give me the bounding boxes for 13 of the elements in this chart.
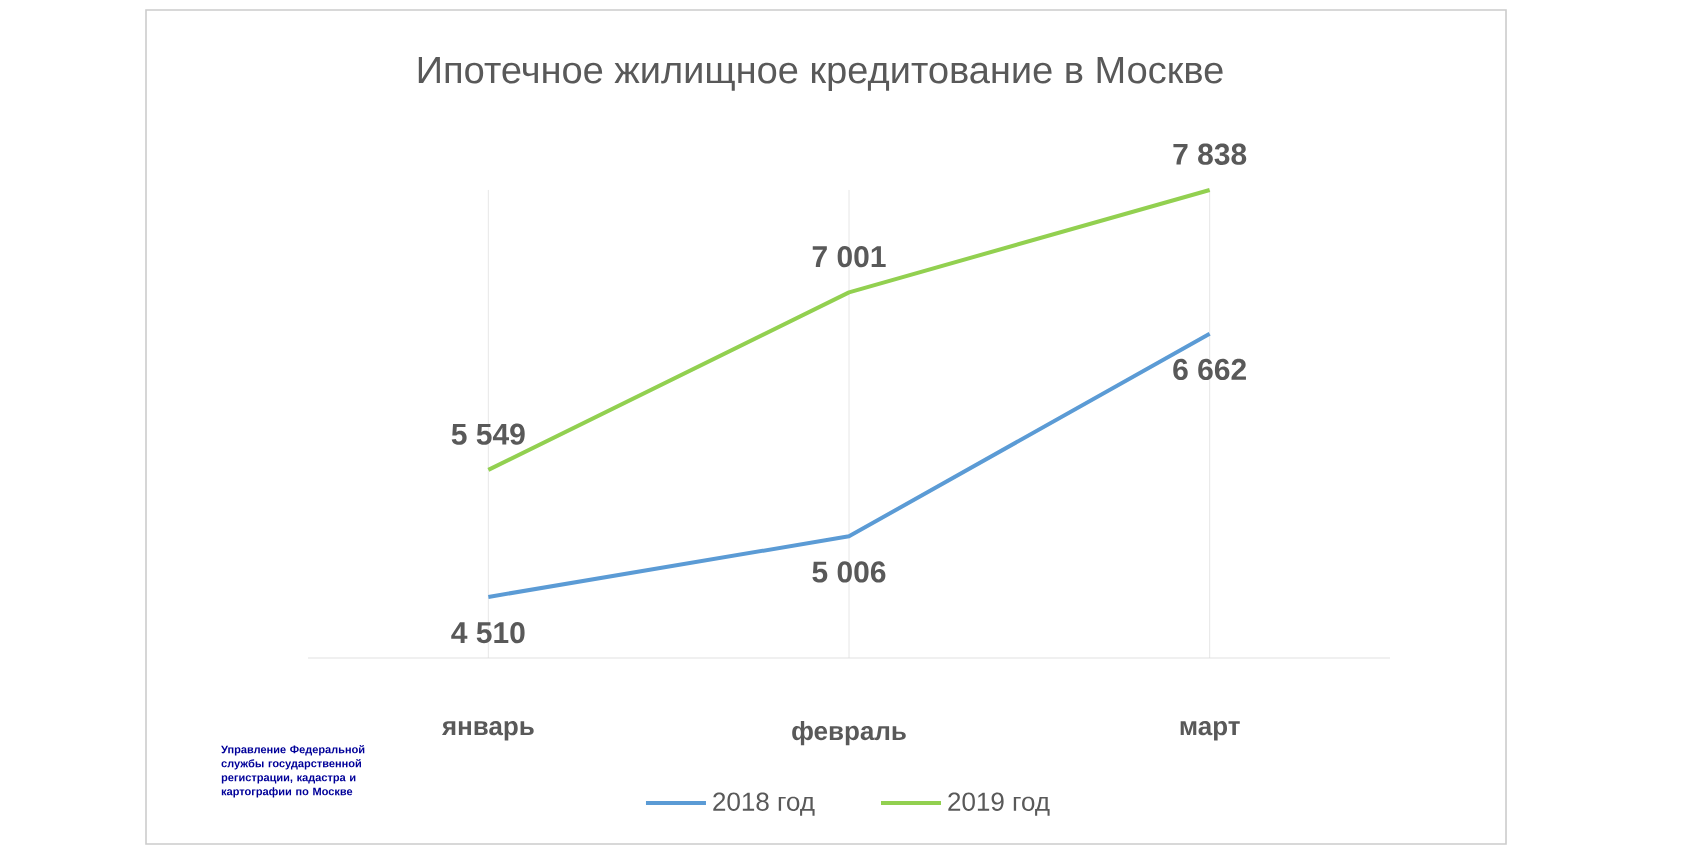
x-tick-label: март xyxy=(1180,721,1240,741)
x-tick-label: январь xyxy=(441,721,534,741)
data-label: 4 510 xyxy=(451,622,525,644)
data-label: 5 006 xyxy=(812,561,886,583)
data-label: 7 838 xyxy=(1173,143,1247,165)
text: Управление Федеральной службы государственной регистрации, кадастра и картографии по Москве xyxy=(221,745,365,798)
legend-label: 2018 год xyxy=(713,792,815,816)
x-tick-label: февраль xyxy=(792,721,906,746)
data-label: 7 001 xyxy=(812,246,886,268)
chart-title: Ипотечное жилищное кредитование в Москве xyxy=(418,56,1223,91)
legend-label: 2019 год xyxy=(948,792,1050,816)
data-label: 6 662 xyxy=(1173,358,1246,381)
data-label: 5 549 xyxy=(451,423,525,445)
